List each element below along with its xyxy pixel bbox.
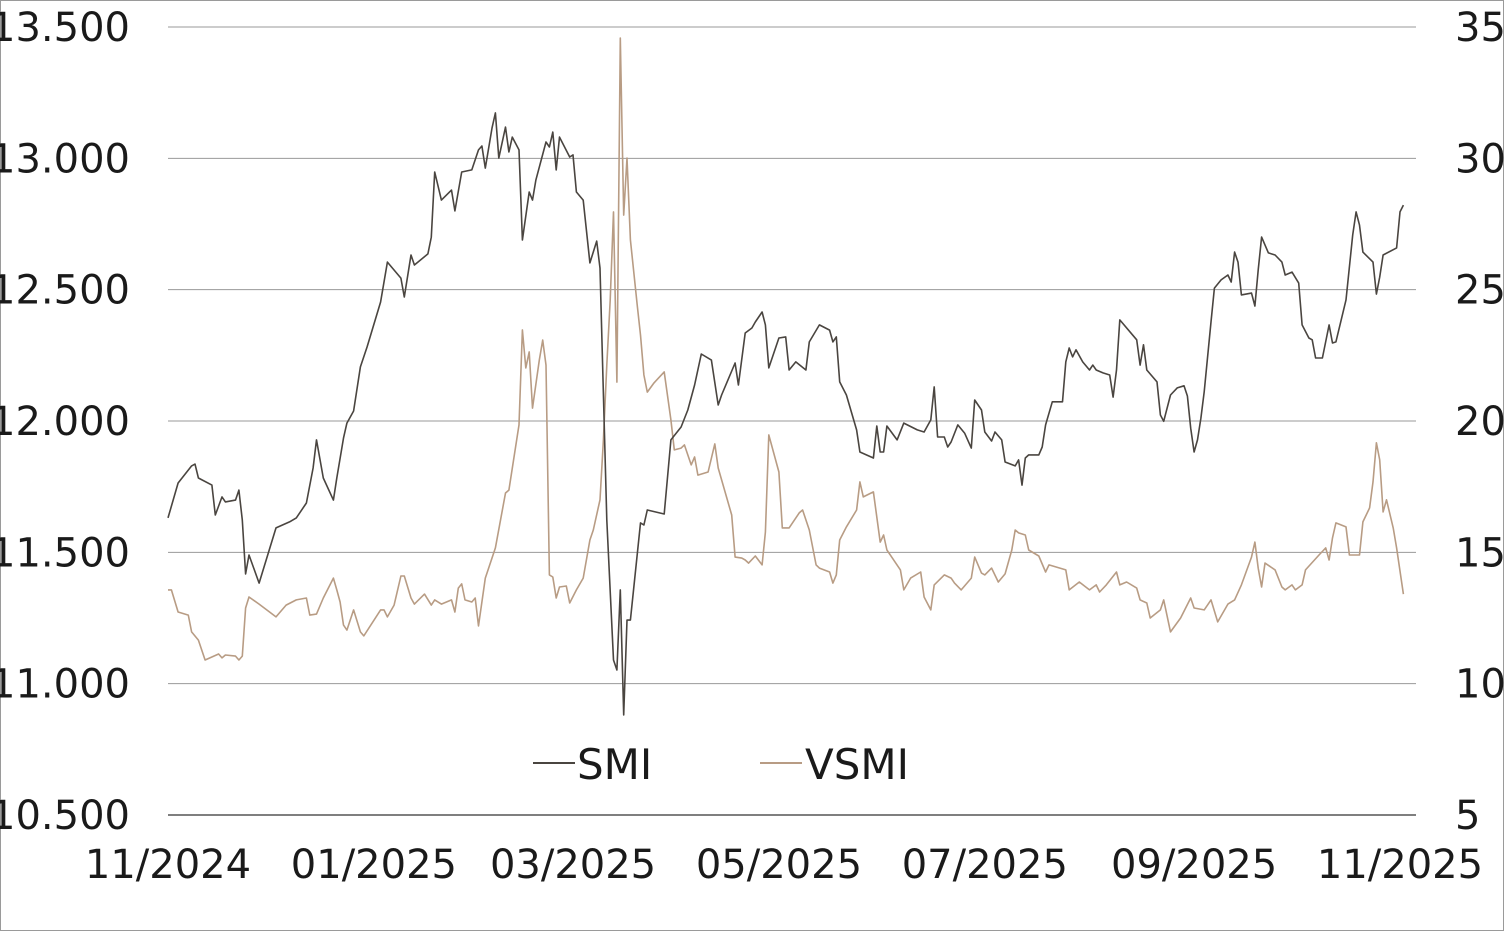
x-tick-label: 09/2025 bbox=[1111, 842, 1277, 888]
legend-label-smi: SMI bbox=[577, 740, 652, 789]
x-axis-labels: 11/2024 01/2025 03/2025 05/2025 07/2025 09/20… bbox=[85, 842, 1483, 888]
x-tick-label: 11/2024 bbox=[85, 842, 251, 888]
y-left-tick-label: 12.000 bbox=[0, 399, 130, 445]
y-left-tick-label: 12.500 bbox=[0, 268, 130, 314]
series-line-vsmi bbox=[168, 37, 1405, 661]
y-axis-left-labels: 10.500 11.000 11.500 12.000 12.500 13.000 13.5… bbox=[0, 5, 130, 839]
x-tick-label: 01/2025 bbox=[291, 842, 457, 888]
legend: SMI VSMI bbox=[533, 740, 909, 789]
y-left-tick-label: 13.500 bbox=[0, 5, 130, 51]
legend-label-vsmi: VSMI bbox=[805, 740, 909, 789]
x-tick-label: 03/2025 bbox=[490, 842, 656, 888]
y-left-tick-label: 13.000 bbox=[0, 136, 130, 182]
y-left-tick-label: 11.500 bbox=[0, 530, 130, 576]
x-tick-label: 11/2025 bbox=[1317, 842, 1483, 888]
y-right-tick-label: 15 bbox=[1455, 530, 1504, 576]
y-right-tick-label: 35 bbox=[1455, 5, 1504, 51]
series-lines bbox=[167, 37, 1405, 716]
y-right-tick-label: 20 bbox=[1455, 399, 1504, 445]
y-left-tick-label: 10.500 bbox=[0, 793, 130, 839]
x-tick-label: 05/2025 bbox=[696, 842, 862, 888]
y-right-tick-label: 30 bbox=[1455, 136, 1504, 182]
y-right-tick-label: 10 bbox=[1455, 662, 1504, 708]
x-tick-label: 07/2025 bbox=[902, 842, 1068, 888]
y-right-tick-label: 5 bbox=[1455, 793, 1480, 839]
gridlines bbox=[168, 26, 1416, 816]
y-right-tick-label: 25 bbox=[1455, 268, 1504, 314]
y-left-tick-label: 11.000 bbox=[0, 662, 130, 708]
series-line-smi bbox=[167, 112, 1405, 716]
y-axis-right-labels: 5 10 15 20 25 30 35 bbox=[1455, 5, 1504, 839]
